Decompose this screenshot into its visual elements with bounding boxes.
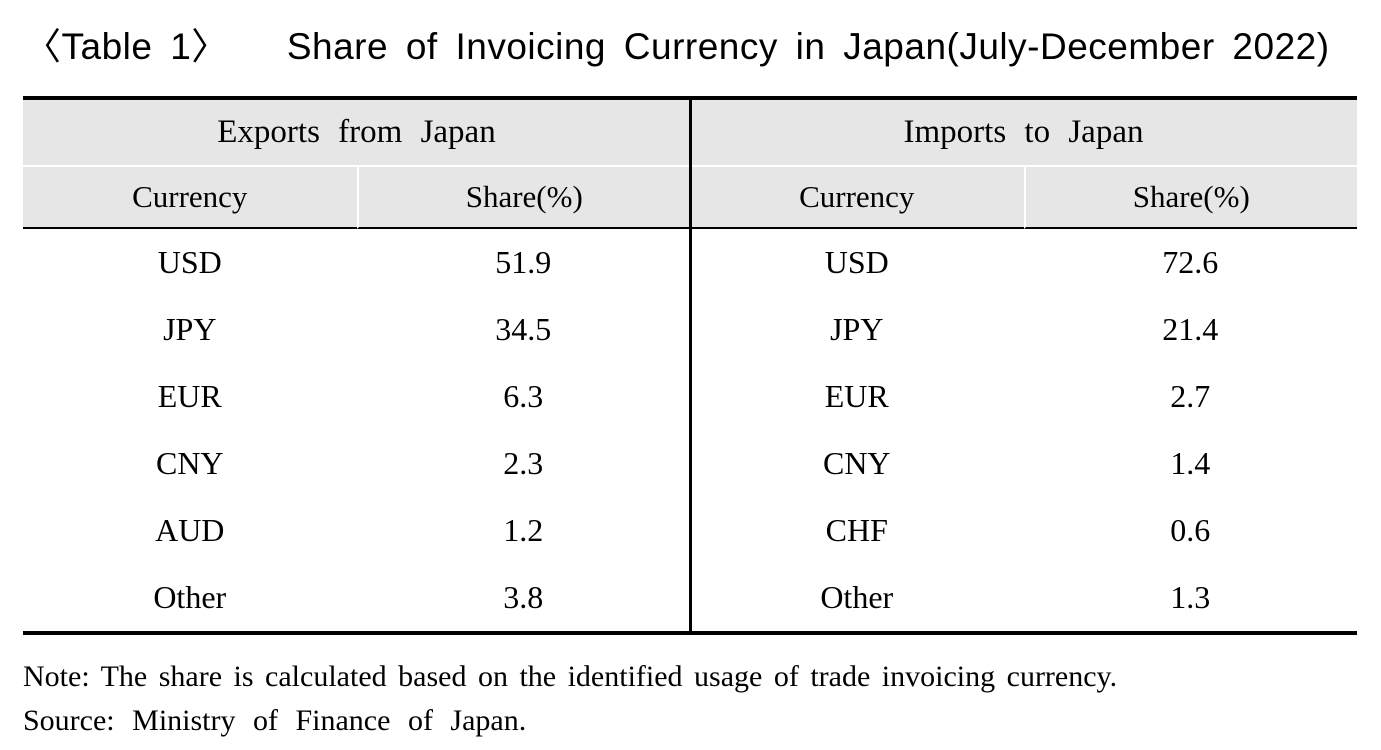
- currency-cell: CNY: [23, 430, 357, 497]
- currency-cell: CHF: [690, 497, 1024, 564]
- center-divider-rule: [688, 96, 692, 635]
- note-text: Note: The share is calculated based on t…: [23, 660, 1118, 693]
- group-header-imports: Imports to Japan: [690, 100, 1357, 167]
- share-cell: 34.5: [356, 296, 690, 363]
- group-header-exports: Exports from Japan: [23, 100, 690, 167]
- currency-cell: Other: [23, 564, 357, 631]
- share-cell: 2.7: [1023, 363, 1357, 430]
- currency-cell: EUR: [690, 363, 1024, 430]
- share-cell: 2.3: [356, 430, 690, 497]
- share-cell: 51.9: [356, 229, 690, 296]
- column-header-currency-exports: Currency: [23, 167, 357, 229]
- table-number-tag: 〈Table 1〉: [24, 26, 229, 67]
- currency-cell: CNY: [690, 430, 1024, 497]
- share-cell: 6.3: [356, 363, 690, 430]
- source-text: Source: Ministry of Finance of Japan.: [23, 704, 527, 737]
- column-header-share-imports: Share(%): [1023, 167, 1357, 229]
- share-cell: 72.6: [1023, 229, 1357, 296]
- invoicing-currency-table: Exports from Japan Imports to Japan Curr…: [23, 96, 1357, 635]
- currency-cell: USD: [23, 229, 357, 296]
- share-cell: 3.8: [356, 564, 690, 631]
- share-cell: 1.2: [356, 497, 690, 564]
- currency-cell: Other: [690, 564, 1024, 631]
- table-notes: Note: The share is calculated based on t…: [23, 655, 1117, 743]
- currency-cell: JPY: [23, 296, 357, 363]
- column-header-currency-imports: Currency: [690, 167, 1024, 229]
- currency-cell: JPY: [690, 296, 1024, 363]
- page-title: 〈Table 1〉 Share of Invoicing Currency in…: [24, 16, 1330, 70]
- currency-cell: USD: [690, 229, 1024, 296]
- share-cell: 21.4: [1023, 296, 1357, 363]
- table-title-text: Share of Invoicing Currency in Japan(Jul…: [286, 26, 1330, 67]
- share-cell: 1.3: [1023, 564, 1357, 631]
- currency-cell: EUR: [23, 363, 357, 430]
- share-cell: 1.4: [1023, 430, 1357, 497]
- column-header-share-exports: Share(%): [356, 167, 690, 229]
- share-cell: 0.6: [1023, 497, 1357, 564]
- currency-cell: AUD: [23, 497, 357, 564]
